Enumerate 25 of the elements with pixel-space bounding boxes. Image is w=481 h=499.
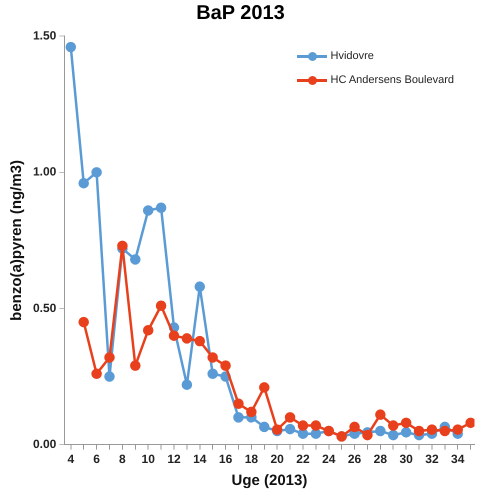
x-tick-label: 20: [270, 452, 284, 466]
x-tick-label: 14: [193, 452, 207, 466]
y-axis-title: benzo(a)pyren (ng/m3): [8, 160, 26, 321]
x-tick-label: 12: [167, 452, 181, 466]
y-tick-label: 1.50: [32, 28, 57, 43]
y-tick-label: 0.00: [32, 436, 57, 451]
legend-label: Hvidovre: [330, 50, 374, 62]
y-tick-label: 0.50: [32, 300, 57, 315]
x-tick-label: 10: [142, 452, 156, 466]
x-tick-label: 6: [93, 452, 100, 466]
x-tick-label: 18: [244, 452, 258, 466]
x-tick-label: 34: [451, 452, 465, 466]
x-tick-label: 22: [296, 452, 310, 466]
x-tick-label: 32: [425, 452, 439, 466]
y-tick-label: 1.00: [32, 164, 57, 179]
x-tick-label: 26: [348, 452, 362, 466]
x-axis-title: Uge (2013): [231, 472, 308, 490]
x-tick-label: 16: [218, 452, 233, 466]
x-tick-label: 30: [399, 452, 414, 466]
chart-title: BaP 2013: [195, 1, 286, 26]
x-tick-label: 24: [322, 452, 336, 466]
legend-label: HC Andersens Boulevard: [330, 74, 454, 86]
x-tick-label: 28: [374, 452, 388, 466]
x-tick-label: 4: [67, 452, 74, 466]
x-tick-label: 8: [119, 452, 126, 466]
